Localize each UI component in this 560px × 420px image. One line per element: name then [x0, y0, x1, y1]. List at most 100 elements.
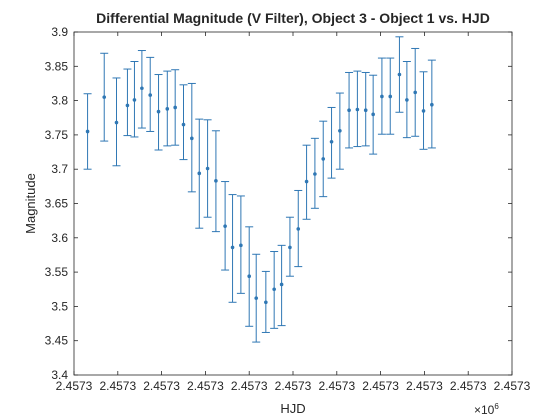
x-tick-label: 2.4573 [231, 379, 268, 393]
y-tick-label: 3.5 [51, 299, 68, 313]
y-tick-label: 3.4 [51, 368, 68, 382]
data-point [288, 245, 292, 250]
error-bar-point [154, 74, 163, 151]
error-bar-point [146, 56, 155, 132]
data-point [338, 128, 342, 133]
data-point [125, 103, 130, 108]
data-point [173, 105, 177, 110]
data-point [254, 296, 259, 300]
y-tick-label: 3.55 [45, 265, 69, 279]
data-point [279, 282, 284, 287]
x-tick-label: 2.4573 [275, 379, 312, 393]
error-bar-point [345, 71, 354, 149]
data-point [405, 98, 409, 102]
data-point [239, 243, 243, 248]
error-bar-point [302, 144, 311, 220]
x-tick-label: 2.4573 [187, 379, 224, 393]
data-point [272, 287, 276, 292]
plot-frame [73, 31, 513, 376]
data-point [388, 94, 393, 99]
error-bar-point [187, 82, 196, 193]
data-point [190, 136, 194, 141]
plot-area [74, 32, 512, 375]
data-point [413, 90, 418, 95]
error-bar-point [203, 119, 212, 218]
data-point [363, 108, 368, 113]
error-bar-point [377, 57, 386, 135]
data-point [313, 172, 317, 176]
x-tick-label: 2.4573 [318, 379, 355, 393]
y-axis-label: Magnitude [23, 173, 38, 234]
data-point [205, 166, 210, 171]
y-tick-label: 3.65 [45, 197, 69, 211]
data-point [140, 86, 144, 91]
y-tick-label: 3.7 [51, 162, 68, 176]
error-bar-point [211, 130, 220, 233]
data-point [371, 112, 375, 117]
data-point [296, 227, 301, 231]
error-bar-point [294, 189, 303, 268]
error-bar-point [261, 270, 270, 333]
data-point [247, 274, 251, 279]
y-tick-label: 3.75 [45, 128, 69, 142]
data-point [304, 179, 309, 184]
error-bar-point [327, 106, 336, 179]
error-bar-point [353, 70, 362, 148]
x-tick-label: 2.4573 [494, 379, 531, 393]
data-point [114, 120, 119, 125]
error-bar-point [221, 181, 230, 271]
data-point [197, 171, 202, 176]
x-axis-exponent: ×106 [474, 402, 499, 417]
error-bar-point [277, 244, 286, 327]
data-point [321, 157, 326, 161]
data-point [264, 300, 268, 305]
data-point [347, 108, 351, 113]
data-point [165, 107, 170, 111]
error-bar-point [411, 47, 420, 137]
error-bar-point [195, 118, 204, 229]
data-point [102, 95, 107, 99]
error-bar-point [83, 93, 92, 170]
data-point [230, 245, 235, 250]
data-point [430, 102, 434, 107]
error-bar-point [228, 194, 237, 303]
x-tick-label: 2.4573 [362, 379, 399, 393]
error-bar-point [270, 251, 279, 329]
y-tick-label: 3.85 [45, 59, 69, 73]
data-point [132, 98, 137, 102]
x-tick-label: 2.4573 [99, 379, 136, 393]
y-tick-label: 3.45 [45, 334, 69, 348]
error-bar-point [171, 69, 180, 146]
error-bar-point [369, 74, 378, 155]
error-bar-point [236, 195, 245, 294]
error-bar-point [112, 77, 121, 167]
ticks-layer: 3.4 3.45 3.5 3.55 3.6 3.65 3.7 3.75 3.8 3.85 3.9 2.… [45, 25, 531, 393]
error-bar-point [335, 92, 344, 170]
error-bar-point [245, 226, 254, 327]
data-point [329, 139, 334, 144]
error-bar-point [285, 216, 294, 277]
error-bar-point [179, 84, 188, 161]
data-point [421, 109, 426, 113]
error-bar-point [402, 60, 411, 139]
x-axis-exponent-base: ×10 [474, 403, 495, 417]
y-tick-label: 3.6 [51, 231, 68, 245]
y-tick-label: 3.8 [51, 94, 68, 108]
data-point [156, 109, 161, 114]
data-point [181, 122, 186, 127]
error-bar-point [319, 120, 328, 198]
error-bar-point [130, 60, 139, 138]
error-bar-point [310, 137, 319, 209]
y-tick-label: 3.9 [51, 25, 68, 39]
chart-title: Differential Magnitude (V Filter), Objec… [96, 10, 490, 26]
error-bar-point [427, 59, 436, 149]
x-axis-exponent-power: 6 [494, 402, 499, 411]
data-point [223, 224, 227, 228]
x-tick-label: 2.4573 [406, 379, 443, 393]
data-point [214, 179, 218, 183]
error-bar-point [386, 57, 395, 135]
error-bar-point [123, 68, 132, 137]
error-bar-point [100, 52, 109, 142]
x-tick-label: 2.4573 [143, 379, 180, 393]
